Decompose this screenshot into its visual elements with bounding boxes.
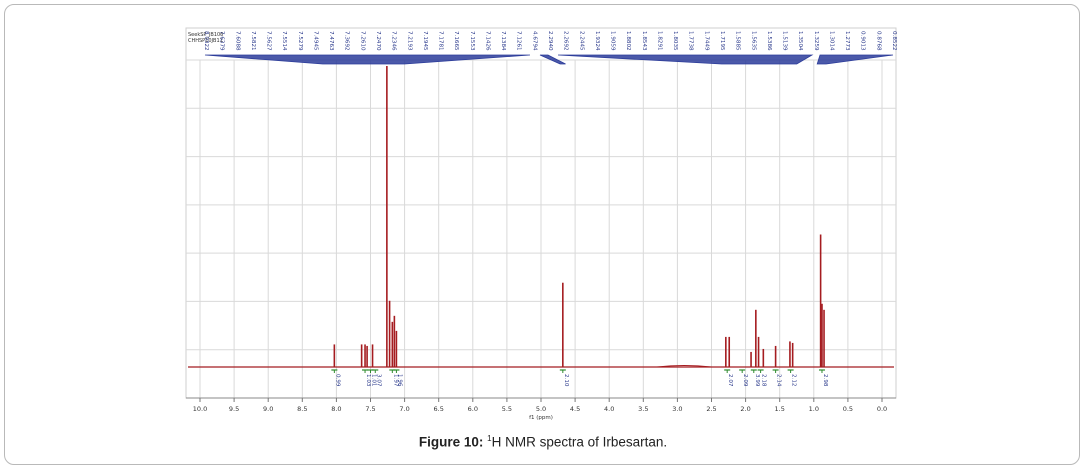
figure-caption: Figure 10: 1H NMR spectra of Irbesartan. [0, 434, 1086, 450]
x-tick-label: 9.5 [229, 405, 239, 413]
x-axis-label: f1 (ppm) [529, 415, 553, 421]
peak-label: 0.8768 [875, 31, 881, 51]
connector-band [204, 54, 531, 65]
peak-label: 7.2470 [375, 31, 381, 51]
connector-band [539, 54, 566, 65]
integral-value: 1.03 [365, 374, 371, 387]
peak-label: 1.8543 [641, 31, 647, 51]
peak-label: 2.2692 [563, 31, 569, 51]
integral-value: 2.12 [791, 374, 797, 386]
header-label: SeekSP_JB106 [188, 32, 223, 38]
peak-label: 7.4763 [328, 31, 334, 51]
peak-label: 7.2193 [406, 31, 412, 51]
x-tick-label: 5.5 [502, 405, 512, 413]
integral-value: 3.99 [754, 374, 760, 387]
x-tick-label: 0.0 [877, 405, 887, 413]
peak-label: 1.5139 [782, 31, 788, 51]
x-tick-label: 7.0 [399, 405, 409, 413]
connector-band [557, 54, 814, 65]
peak-label: 1.3504 [797, 31, 803, 51]
peak-label: 7.4945 [312, 31, 318, 51]
x-tick-label: 1.5 [775, 405, 785, 413]
peak-label: 4.6794 [531, 31, 537, 51]
x-tick-label: 4.0 [604, 405, 614, 413]
peak-label: 2.2445 [578, 31, 584, 51]
integrals: 0.99 1.03 1.013.07 1.971.96 2.10 2.07 2.09 3.99… [331, 369, 828, 387]
integral-value: 2.10 [563, 374, 569, 387]
peak-label: 7.5514 [281, 31, 287, 51]
peak-label: 1.7195 [719, 31, 725, 51]
peak-label: 7.1945 [422, 31, 428, 51]
figure-label: Figure 10: [418, 434, 484, 450]
integral-value: 1.97 [392, 374, 398, 387]
x-tick-label: 7.5 [365, 405, 375, 413]
integral-value: 0.99 [334, 374, 340, 387]
x-axis-ticks: 10.0 9.5 9.0 8.5 8.0 7.5 7.0 6.5 6.0 5.5 5.0 4.5 4.0… [193, 398, 887, 413]
peak-label: 1.5885 [735, 31, 741, 51]
peak-label: 1.2773 [844, 31, 850, 51]
integral-value: 1.96 [396, 374, 402, 387]
x-tick-label: 2.5 [706, 405, 716, 413]
peak-label: 1.8802 [625, 31, 631, 51]
peak-label: 1.8291 [656, 31, 662, 51]
x-tick-label: 8.0 [331, 405, 341, 413]
peak-label: 1.3259 [813, 31, 819, 51]
peak-label: 2.2940 [547, 31, 553, 51]
peak-label: 7.1665 [453, 31, 459, 51]
x-tick-label: 5.0 [536, 405, 546, 413]
peak-label: 1.9324 [594, 31, 600, 51]
connector-band [816, 54, 894, 65]
peak-label: 7.1781 [438, 31, 444, 51]
peak-label: 7.1553 [469, 31, 475, 51]
x-tick-label: 10.0 [193, 405, 207, 413]
x-tick-label: 3.5 [638, 405, 648, 413]
peak-label: 7.6088 [234, 31, 240, 51]
x-tick-label: 6.5 [434, 405, 444, 413]
x-tick-label: 2.0 [740, 405, 750, 413]
peak-label: 1.5386 [766, 31, 772, 51]
peak-label: 1.9059 [610, 31, 616, 51]
integral-value: 3.07 [375, 374, 381, 387]
x-tick-label: 1.0 [809, 405, 819, 413]
x-tick-label: 9.0 [263, 405, 273, 413]
x-tick-label: 3.0 [672, 405, 682, 413]
peak-label-connectors [204, 54, 894, 65]
peak-labels: 8.0322 7.6379 7.6088 7.5821 7.5627 7.5514 7.52… [203, 31, 897, 51]
x-tick-label: 6.0 [468, 405, 478, 413]
x-tick-label: 0.5 [843, 405, 853, 413]
peak-label: 1.7738 [688, 31, 694, 51]
x-tick-label: 4.5 [570, 405, 580, 413]
peak-label: 7.1261 [516, 31, 522, 51]
figure-text: H NMR spectra of Irbesartan. [491, 434, 668, 450]
integral-value: 2.14 [776, 374, 782, 387]
peak-label: 8.0322 [203, 31, 209, 51]
integral-value: 2.07 [727, 374, 733, 387]
peak-label: 7.2610 [359, 31, 365, 51]
integral-value: 2.18 [761, 374, 767, 387]
peak-label: 7.5279 [297, 31, 303, 51]
peak-label: 1.5635 [750, 31, 756, 51]
peak-label: 1.7449 [703, 31, 709, 51]
x-tick-label: 8.5 [297, 405, 307, 413]
integral-value: 2.09 [742, 374, 748, 387]
peak-label: 7.6379 [219, 31, 225, 51]
peak-label: 1.3014 [828, 31, 834, 51]
peak-label: 7.5627 [266, 31, 272, 51]
integral-value: 2.98 [822, 374, 828, 387]
peak-label: 7.1426 [484, 31, 490, 51]
peak-label: 7.3692 [344, 31, 350, 51]
nmr-spectrum-chart: SeekSP_JB106 CHHSP10JB11 8.0322 7.6379 7.6… [185, 27, 897, 421]
figure-sup: 1 [487, 434, 492, 443]
peak-label: 0.8522 [891, 31, 897, 51]
peak-label: 7.5821 [250, 31, 256, 51]
peak-label: 7.2346 [391, 31, 397, 51]
peak-label: 7.1384 [500, 31, 506, 51]
integral-value: 1.01 [371, 374, 377, 387]
peak-label: 1.8035 [672, 31, 678, 51]
peak-label: 0.9013 [860, 31, 866, 51]
header-label: CHHSP10JB11 [188, 38, 223, 44]
peak-label-header: SeekSP_JB106 CHHSP10JB11 [188, 32, 223, 44]
baseline-hump [656, 365, 712, 368]
spectrum-trace [188, 66, 894, 368]
